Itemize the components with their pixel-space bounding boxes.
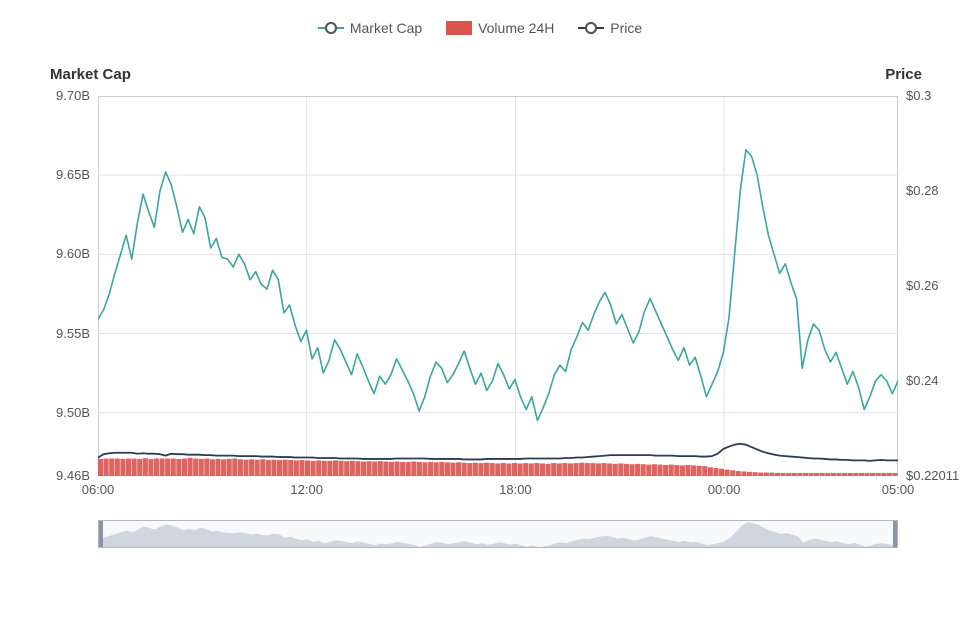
y-right-tick: $0.26 xyxy=(906,278,939,293)
overview-handle-left[interactable] xyxy=(98,520,103,548)
chart-legend: Market Cap Volume 24H Price xyxy=(0,20,960,38)
axis-title-right: Price xyxy=(885,66,922,83)
y-left-tick: 9.70B xyxy=(56,88,90,103)
y-right-tick: $0.3 xyxy=(906,88,931,103)
x-tick: 18:00 xyxy=(499,482,532,497)
legend-label-price: Price xyxy=(610,20,642,36)
y-right-tick: $0.24 xyxy=(906,373,939,388)
x-tick: 05:00 xyxy=(882,482,915,497)
legend-label-market-cap: Market Cap xyxy=(350,20,422,36)
y-left-tick: 9.60B xyxy=(56,246,90,261)
legend-item-price[interactable]: Price xyxy=(578,20,642,36)
y-left-tick: 9.55B xyxy=(56,326,90,341)
overview-scrollbar[interactable] xyxy=(98,520,898,548)
x-tick: 00:00 xyxy=(708,482,741,497)
x-tick: 06:00 xyxy=(82,482,115,497)
overview-handle-right[interactable] xyxy=(893,520,898,548)
y-right-tick: $0.28 xyxy=(906,183,939,198)
axis-title-left: Market Cap xyxy=(50,66,131,83)
y-right-tick: $0.220115 xyxy=(906,468,960,483)
y-left-tick: 9.46B xyxy=(56,468,90,483)
legend-marker-volume xyxy=(446,21,472,35)
legend-marker-market-cap xyxy=(318,21,344,35)
legend-marker-price xyxy=(578,21,604,35)
y-left-tick: 9.50B xyxy=(56,405,90,420)
x-tick: 12:00 xyxy=(290,482,323,497)
legend-item-market-cap[interactable]: Market Cap xyxy=(318,20,422,36)
legend-label-volume: Volume 24H xyxy=(478,20,554,36)
y-left-tick: 9.65B xyxy=(56,167,90,182)
legend-item-volume[interactable]: Volume 24H xyxy=(446,20,554,36)
chart-canvas[interactable] xyxy=(98,96,898,476)
